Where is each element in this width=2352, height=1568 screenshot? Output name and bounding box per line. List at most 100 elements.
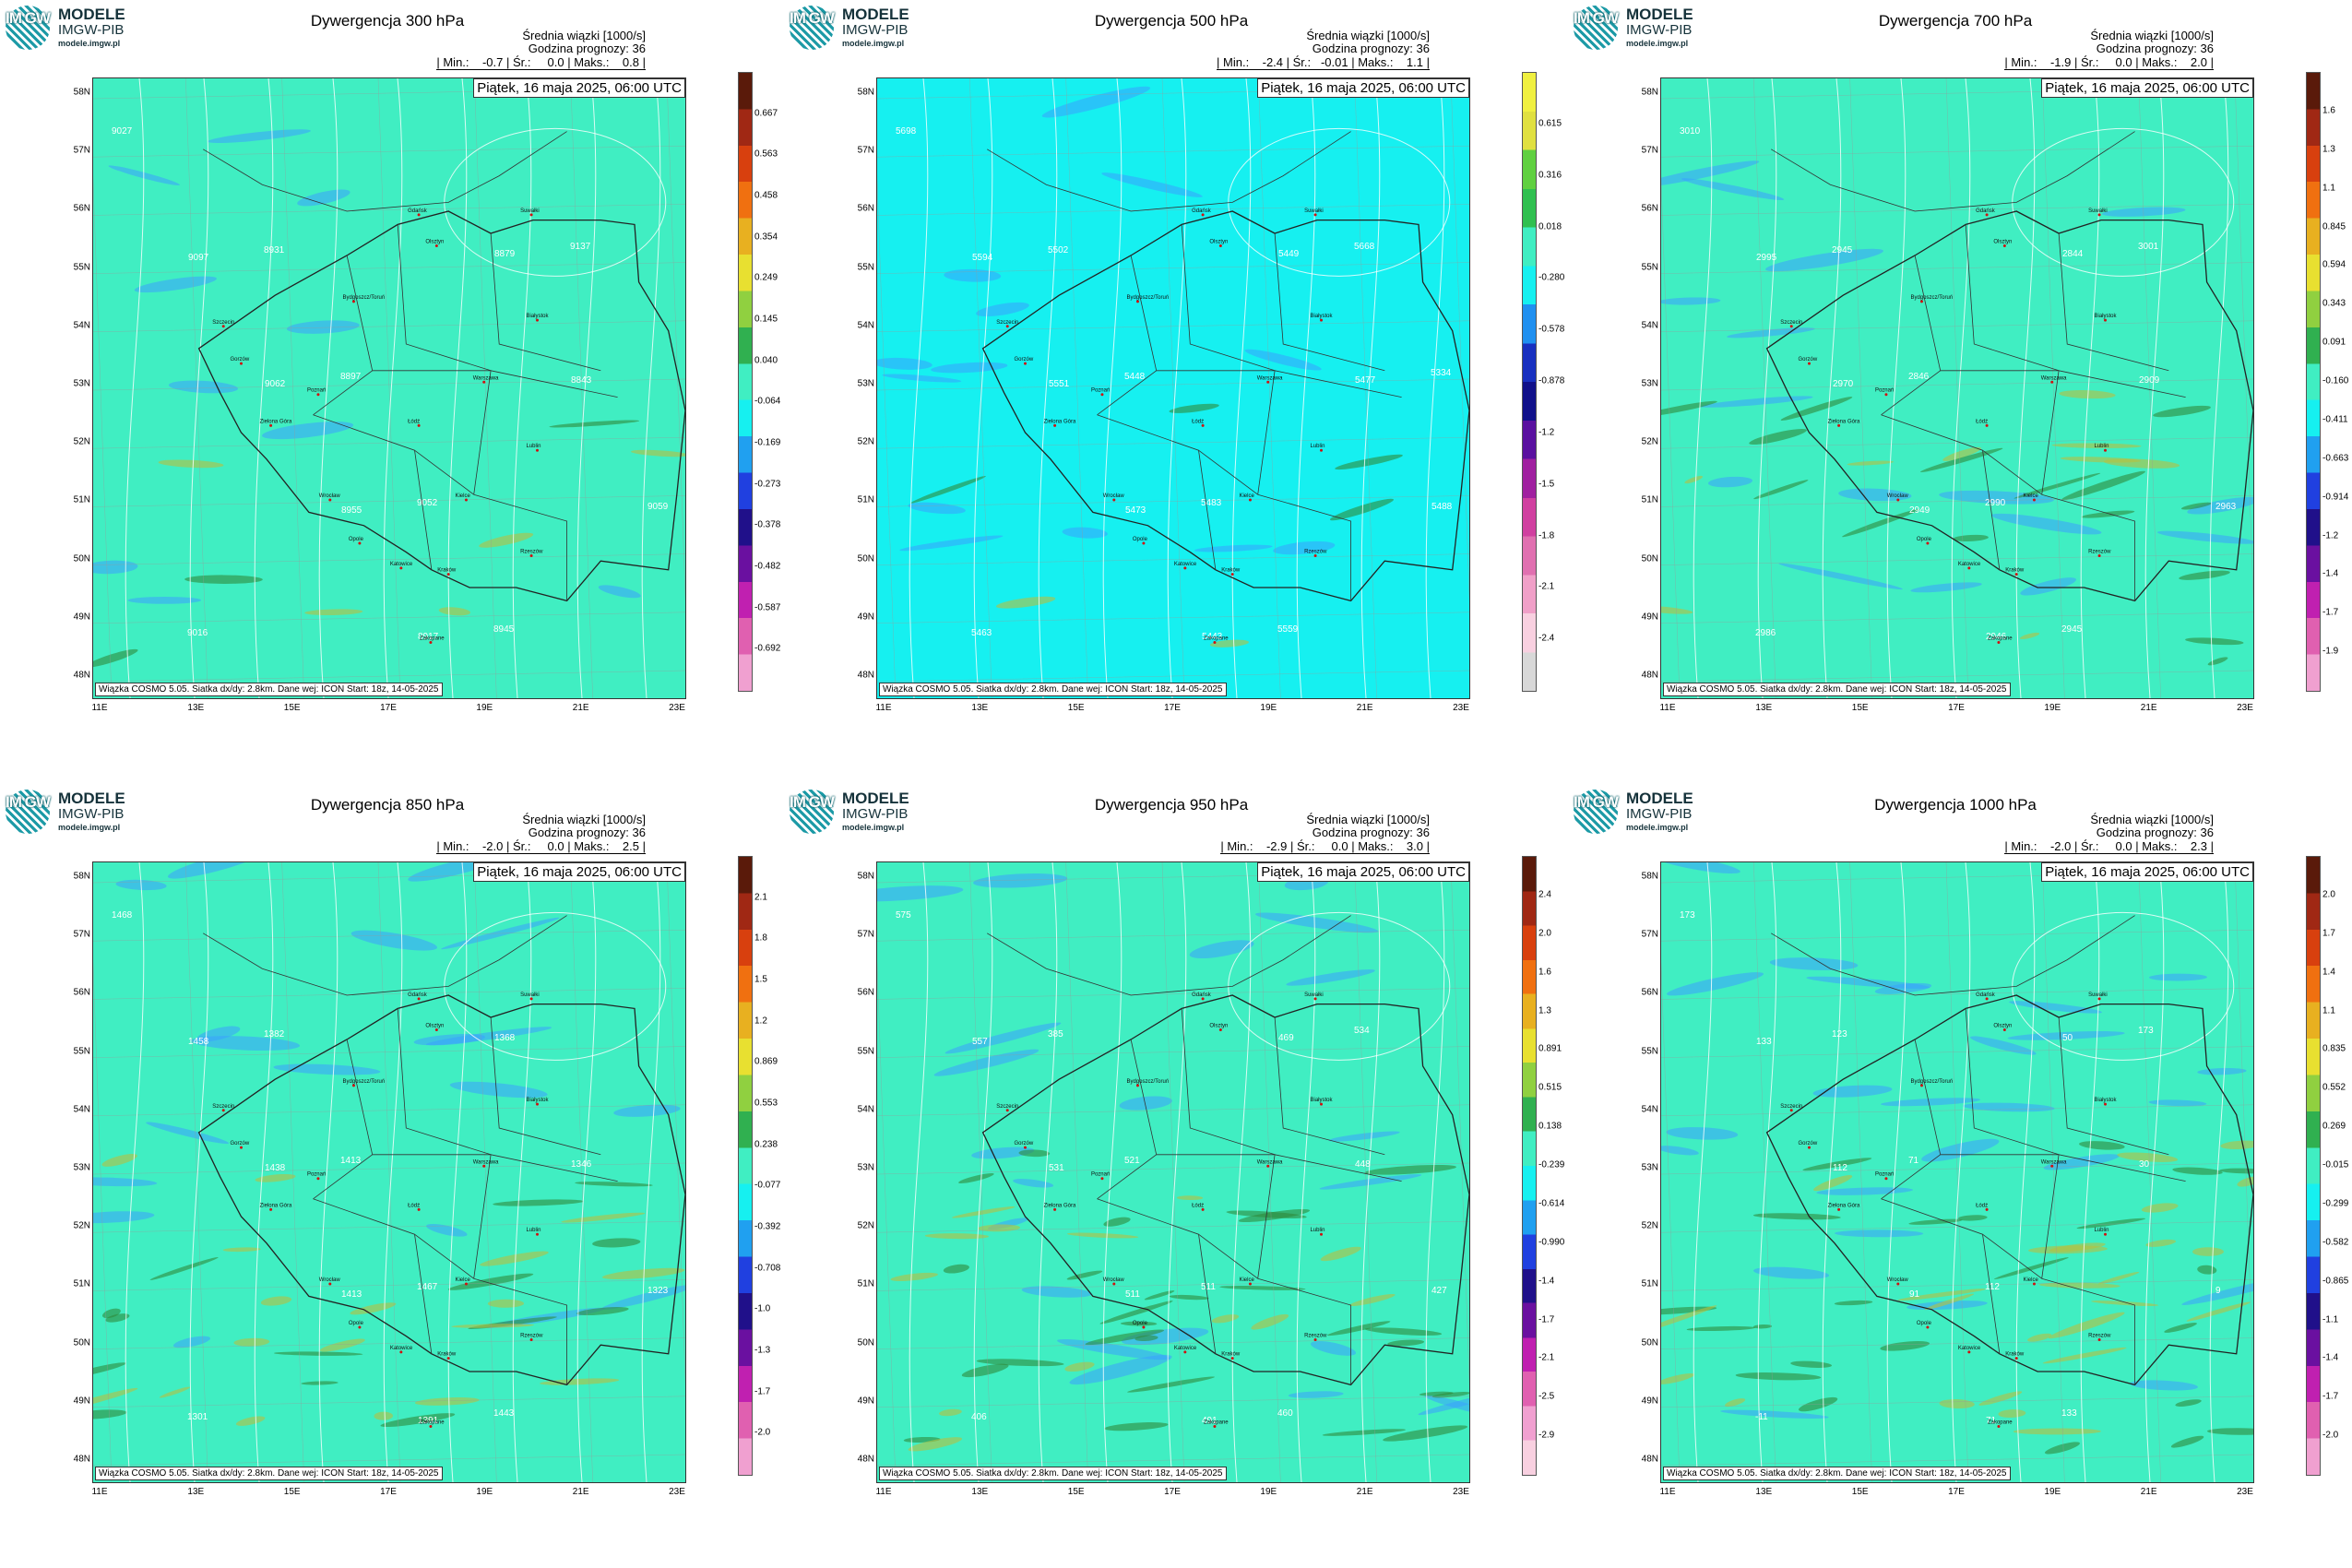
graticule-lat: [877, 929, 1469, 942]
convergence-streak: [1327, 1321, 1391, 1336]
city-label: Bydgoszcz/Toruń: [1126, 295, 1169, 301]
logo-badge-text: IM GW: [6, 9, 51, 27]
city-label: Olsztyn: [1209, 239, 1228, 244]
contour-label: 5502: [1048, 245, 1069, 255]
region-border: [1274, 1016, 1385, 1156]
city-label: Gorzów: [1799, 1141, 1818, 1146]
graticule-lat: [93, 1104, 685, 1117]
convergence-streak: [255, 1173, 296, 1182]
colorbar-tick-label: 1.7: [2322, 928, 2335, 939]
contour-label: 9097: [188, 253, 209, 263]
convergence-streak: [1335, 454, 1403, 470]
lon-label: 17E: [1948, 703, 1965, 713]
city-marker: [1837, 1207, 1841, 1211]
lat-label: 58N: [73, 871, 90, 882]
graticule-lon: [281, 862, 304, 1482]
city-marker: [529, 997, 533, 1001]
lat-label: 50N: [857, 553, 874, 564]
divergence-streak: [971, 1146, 1035, 1159]
contour-label: 112: [1833, 1163, 1847, 1173]
valid-date: Piątek, 16 maja 2025, 06:00 UTC: [1257, 78, 1469, 98]
city-marker: [1100, 1177, 1104, 1181]
convergence-streak: [1842, 508, 1919, 538]
city-marker: [1997, 641, 2001, 645]
convergence-streak: [924, 1233, 990, 1240]
contour-label: 2909: [2139, 375, 2160, 386]
divergence-streak: [134, 276, 217, 293]
city-label: Rzeszów: [2088, 1333, 2111, 1338]
divergence-streak: [1101, 172, 1203, 197]
graticule-lat: [93, 1337, 685, 1349]
graticule-lon: [377, 78, 401, 698]
convergence-streak: [1834, 1300, 1873, 1306]
contour-label: 557: [972, 1037, 988, 1047]
convergence-streak: [2013, 1428, 2101, 1435]
region-border: [372, 1154, 492, 1279]
city-label: Rzeszów: [1304, 1333, 1327, 1338]
lat-label: 49N: [857, 1396, 874, 1407]
convergence-streak: [575, 1182, 653, 1187]
country-border: [981, 210, 1469, 602]
graticule-lon: [93, 958, 113, 1482]
forecast-hour: Godzina prognozy: 36: [528, 42, 646, 55]
colorbar-tick-label: -0.280: [1538, 272, 1565, 283]
graticule-lat: [93, 1454, 685, 1467]
city-label: Olsztyn: [1993, 1023, 2012, 1028]
contour-label: 5551: [1049, 379, 1070, 389]
city-label: Kielce: [2023, 493, 2038, 499]
convergence-streak: [1942, 446, 1982, 461]
region-border: [1275, 1154, 1402, 1182]
convergence-streak: [958, 1173, 994, 1183]
lat-label: 54N: [1641, 320, 1658, 331]
graticule-lat: [93, 929, 685, 942]
divergence-streak: [1013, 1179, 1054, 1188]
convergence-streak: [2051, 443, 2142, 448]
convergence-streak: [2175, 1399, 2202, 1408]
convergence-streak: [908, 1437, 963, 1452]
city-label: Opole: [1917, 537, 1932, 542]
convergence-streak: [1735, 1372, 1822, 1381]
logo-line2: IMGW-PIB: [1626, 22, 1693, 38]
coastline: [986, 131, 1351, 212]
city-label: Białystok: [1311, 1098, 1334, 1103]
city-marker: [1135, 1084, 1139, 1087]
isoline: [1296, 78, 1316, 698]
convergence-streak: [1684, 475, 1704, 484]
contour-label: 91: [1909, 1289, 1920, 1300]
graticule-lon: [93, 174, 113, 698]
divergence-streak: [931, 362, 1008, 374]
lon-label: 15E: [1851, 1487, 1869, 1497]
city-marker: [2097, 213, 2101, 217]
panel-info: Średnia wiązki [1000/s] Godzina prognozy…: [522, 30, 646, 55]
lon-label: 19E: [1260, 1487, 1277, 1497]
city-marker: [2002, 1028, 2006, 1031]
city-marker: [2050, 1164, 2054, 1168]
graticule-lon: [2042, 78, 2065, 698]
city-label: Olsztyn: [425, 239, 444, 244]
divergence-streak: [1661, 297, 1721, 305]
graticule-lon: [1849, 78, 1872, 698]
logo-line1: MODELE: [1626, 6, 1693, 23]
city-label: Lublin: [2095, 444, 2109, 449]
graticule-lat: [1661, 436, 2253, 449]
city-marker: [2104, 448, 2107, 452]
convergence-streak: [2097, 1271, 2140, 1285]
lat-label: 48N: [1641, 1454, 1658, 1465]
region-border: [490, 1016, 601, 1156]
city-label: Kielce: [1239, 493, 1254, 499]
convergence-streak: [2117, 1152, 2179, 1162]
city-label: Łódź: [1192, 419, 1204, 424]
convergence-streak: [592, 1238, 641, 1248]
city-marker: [2104, 1232, 2107, 1236]
colorbar-tick-label: 0.145: [754, 314, 778, 325]
graticule-lat: [877, 145, 1469, 158]
convergence-streak: [2145, 1239, 2177, 1247]
contour-label: 406: [971, 1412, 987, 1422]
isoline: [1757, 78, 1777, 698]
city-marker: [464, 498, 468, 502]
lat-label: 57N: [857, 145, 874, 156]
valid-date: Piątek, 16 maja 2025, 06:00 UTC: [1257, 862, 1469, 882]
lat-label: 49N: [857, 612, 874, 623]
graticule-lon: [1661, 958, 1681, 1482]
isoline: [1693, 78, 1713, 698]
